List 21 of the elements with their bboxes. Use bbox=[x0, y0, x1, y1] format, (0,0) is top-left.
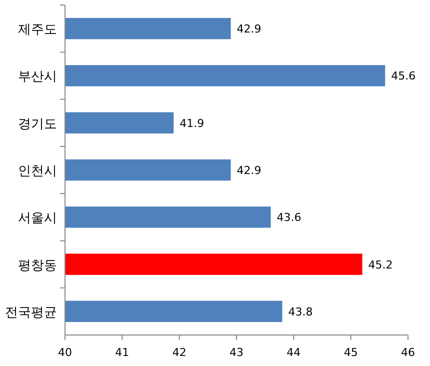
y-tick-label: 전국평균 bbox=[5, 305, 57, 320]
x-tick-label: 40 bbox=[58, 346, 72, 359]
x-tick-label: 44 bbox=[286, 346, 301, 359]
data-label: 43.6 bbox=[276, 211, 302, 224]
y-tick-label: 서울시 bbox=[18, 211, 57, 226]
y-tick-label: 제주도 bbox=[18, 22, 57, 38]
x-tick-label: 42 bbox=[172, 346, 186, 359]
x-tick-label: 46 bbox=[401, 346, 415, 359]
data-label: 41.9 bbox=[180, 116, 204, 130]
y-tick-label: 인천시 bbox=[18, 164, 57, 179]
data-label: 45.2 bbox=[368, 258, 393, 272]
x-tick-label: 45 bbox=[344, 346, 358, 359]
y-tick-label: 경기도 bbox=[18, 116, 57, 132]
data-label: 42.9 bbox=[236, 164, 262, 177]
data-label: 42.9 bbox=[236, 22, 262, 36]
x-tick-label: 43 bbox=[230, 346, 244, 359]
y-tick-label: 평창동 bbox=[18, 258, 57, 274]
data-label: 43.8 bbox=[288, 305, 313, 318]
data-label: 45.6 bbox=[391, 70, 416, 83]
y-tick-label: 부산시 bbox=[18, 70, 57, 85]
x-tick-label: 41 bbox=[115, 346, 130, 359]
